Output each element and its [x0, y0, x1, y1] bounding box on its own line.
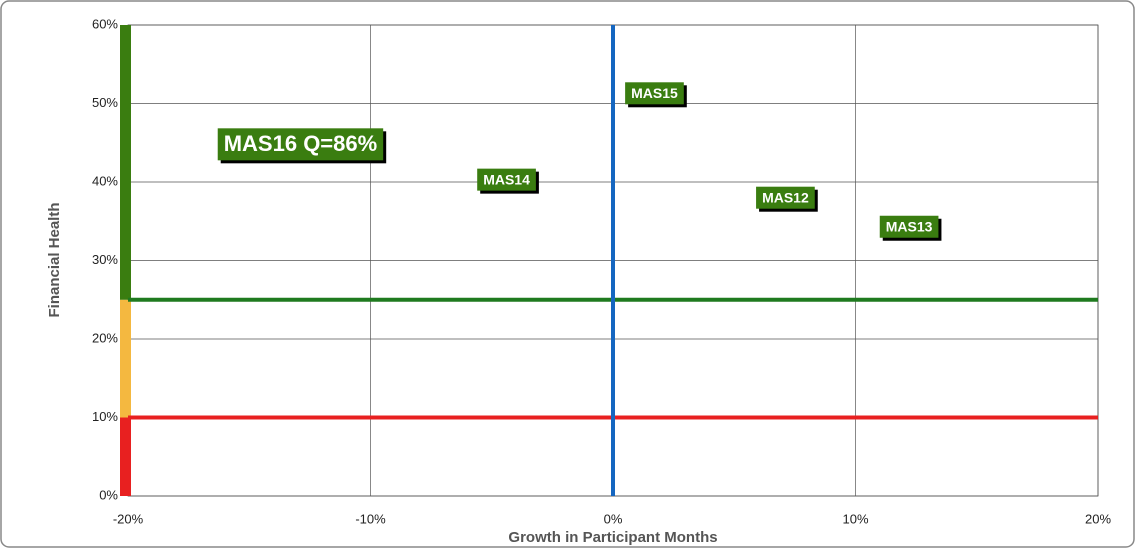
- x-tick-label: 10%: [842, 511, 868, 526]
- y-tick-label: 40%: [92, 173, 118, 188]
- label-box: [756, 186, 815, 209]
- y-tick-label: 60%: [92, 16, 118, 31]
- point-label: MAS16 Q=86%: [217, 128, 387, 164]
- health-band: [120, 417, 131, 496]
- y-tick-label: 0%: [99, 487, 118, 502]
- label-text: MAS13: [886, 218, 933, 234]
- x-axis-title: Growth in Participant Months: [508, 529, 717, 546]
- label-text: MAS12: [762, 189, 809, 205]
- label-box: [879, 215, 939, 238]
- x-tick-label: -10%: [355, 511, 386, 526]
- y-tick-label: 30%: [92, 252, 118, 267]
- label-box: [217, 128, 384, 161]
- label-text: MAS15: [631, 85, 678, 101]
- label-box: [477, 168, 536, 191]
- x-tick-label: 0%: [604, 511, 623, 526]
- y-tick-label: 10%: [92, 409, 118, 424]
- y-tick-label: 20%: [92, 330, 118, 345]
- y-axis-title: Financial Health: [46, 202, 63, 317]
- x-tick-label: -20%: [113, 511, 144, 526]
- label-box: [625, 82, 684, 105]
- x-tick-label: 20%: [1085, 511, 1111, 526]
- health-band: [120, 25, 131, 300]
- label-text: MAS16 Q=86%: [224, 131, 377, 156]
- point-label: MAS15: [625, 82, 687, 108]
- point-label: MAS12: [756, 186, 818, 212]
- label-text: MAS14: [483, 171, 530, 187]
- point-label: MAS13: [879, 215, 942, 241]
- point-label: MAS14: [477, 168, 539, 194]
- health-band: [120, 299, 131, 418]
- y-tick-label: 50%: [92, 95, 118, 110]
